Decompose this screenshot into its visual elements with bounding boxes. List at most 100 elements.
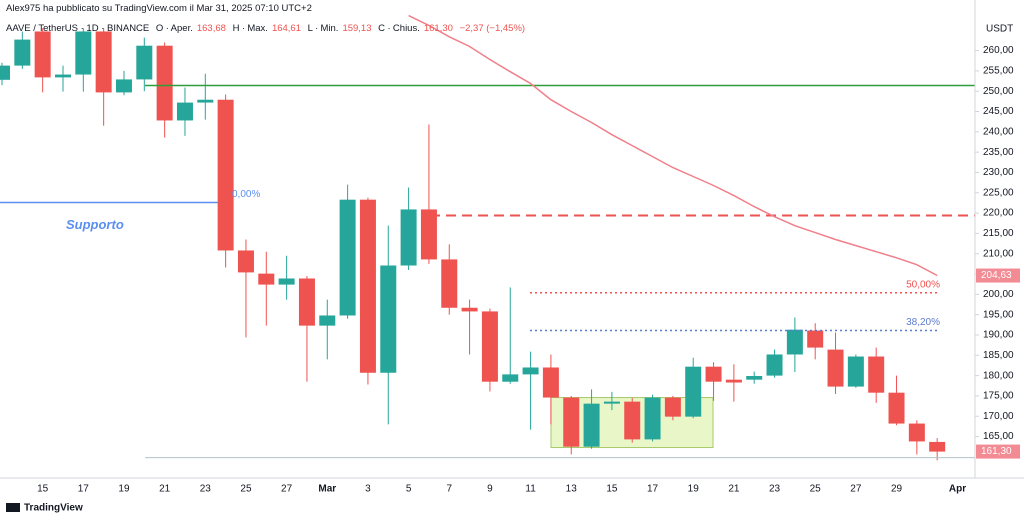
candle-body: [908, 423, 925, 442]
ohlc-label: O ∙ Aper.: [155, 23, 193, 34]
y-tick-label: 175,00: [983, 391, 1014, 402]
candle-body: [14, 39, 31, 66]
candle-body: [197, 99, 214, 103]
fib-label: 50,00%: [906, 279, 940, 290]
candle-body: [278, 278, 295, 285]
ohlc-label: C ∙ Chius.: [378, 23, 420, 34]
candle-body: [298, 278, 315, 326]
y-tick-label: 250,00: [983, 86, 1014, 97]
y-tick-label: 195,00: [983, 309, 1014, 320]
candle-body: [725, 379, 742, 383]
y-tick-label: 255,00: [983, 66, 1014, 77]
ohlc-label: H ∙ Max.: [232, 23, 268, 34]
candle-body: [644, 397, 661, 440]
price-badge-label: 204,63: [981, 270, 1012, 281]
ohlc-value: 164,61: [271, 23, 301, 34]
x-tick-label: Apr: [949, 484, 966, 495]
candle-body: [441, 259, 458, 308]
x-tick-label: 15: [37, 484, 49, 495]
candle-body: [115, 79, 132, 93]
candle-body: [786, 329, 803, 355]
x-tick-label: 5: [406, 484, 412, 495]
x-tick-label: 3: [365, 484, 371, 495]
x-tick-label: 19: [118, 484, 130, 495]
candle-body: [563, 397, 580, 447]
candle-body: [258, 273, 275, 285]
ema-line: [408, 14, 938, 277]
y-tick-label: 200,00: [983, 289, 1014, 300]
x-tick-label: 27: [281, 484, 293, 495]
candle-body: [0, 65, 10, 80]
x-tick-label: 23: [200, 484, 212, 495]
y-tick-label: 245,00: [983, 106, 1014, 117]
candle-body: [319, 315, 336, 326]
candle-body: [136, 45, 153, 80]
annotation: Supporto: [66, 217, 124, 232]
fib-label: 0,00%: [232, 189, 260, 200]
change: −2,37 (−1,45%): [459, 23, 526, 34]
brand: TradingView: [24, 503, 83, 514]
ohlc-value: 159,13: [342, 23, 372, 34]
candle-body: [868, 356, 885, 393]
candle-body: [34, 31, 51, 78]
candle-body: [807, 330, 824, 348]
candle-body: [888, 392, 905, 424]
x-tick-label: 13: [566, 484, 578, 495]
candle-body: [929, 441, 946, 452]
candle-body: [217, 99, 234, 251]
candle-body: [766, 354, 783, 376]
y-axis-label: USDT: [986, 24, 1013, 35]
candle-body: [359, 199, 376, 373]
candle-body: [461, 307, 478, 312]
candle-body: [339, 199, 356, 316]
y-tick-label: 210,00: [983, 248, 1014, 259]
ohlc-value: 163,68: [196, 23, 226, 34]
candle-body: [664, 397, 681, 417]
candle-body: [502, 374, 519, 382]
x-tick-label: 25: [810, 484, 822, 495]
candle-body: [685, 366, 702, 417]
price-badge: [976, 268, 1020, 283]
candle-body: [54, 74, 71, 78]
y-tick-label: 240,00: [983, 126, 1014, 137]
candle-body: [75, 31, 92, 75]
x-tick-label: 17: [647, 484, 659, 495]
x-tick-label: 21: [159, 484, 171, 495]
x-tick-label: Mar: [318, 484, 336, 495]
candle-body: [624, 401, 641, 440]
candle-body: [420, 209, 437, 260]
x-tick-label: 15: [606, 484, 618, 495]
plot-area: [0, 28, 946, 461]
price-badge-label: 161,30: [981, 446, 1012, 457]
x-tick-label: 7: [446, 484, 452, 495]
y-tick-label: 165,00: [983, 431, 1014, 442]
candle-body: [237, 250, 254, 273]
x-tick-label: 19: [688, 484, 700, 495]
candle-body: [481, 311, 498, 382]
y-tick-label: 230,00: [983, 167, 1014, 178]
y-tick-label: 185,00: [983, 350, 1014, 361]
candle-body: [380, 265, 397, 373]
x-tick-label: 21: [728, 484, 740, 495]
candle-body: [400, 209, 417, 266]
candle-body: [542, 367, 559, 398]
x-tick-label: 27: [850, 484, 862, 495]
y-tick-label: 260,00: [983, 45, 1014, 56]
x-tick-label: 11: [525, 484, 536, 495]
candle-body: [176, 102, 193, 121]
candle-body: [827, 349, 844, 387]
y-tick-label: 170,00: [983, 411, 1014, 422]
x-tick-label: 25: [240, 484, 252, 495]
candle-body: [847, 356, 864, 387]
posted: Alex975 ha pubblicato su TradingView.com…: [6, 3, 312, 14]
x-tick-label: 23: [769, 484, 781, 495]
ohlc-label: L ∙ Min.: [307, 23, 339, 34]
candle-body: [95, 31, 112, 93]
x-tick-label: 17: [78, 484, 90, 495]
candle-body: [583, 403, 600, 447]
y-tick-label: 220,00: [983, 208, 1014, 219]
y-tick-label: 215,00: [983, 228, 1014, 239]
legend: AAVE / TetherUS · 1D · BINANCE O ∙ Aper.…: [6, 23, 529, 34]
